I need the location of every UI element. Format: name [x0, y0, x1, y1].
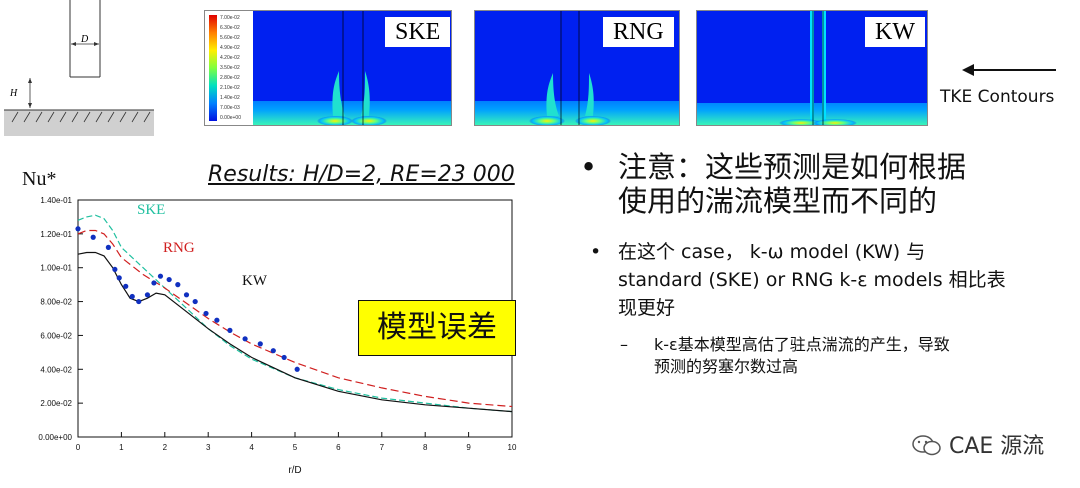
results-title: Results: H/D=2, RE=23 000	[208, 162, 515, 187]
contour-panel-rng: RNG	[474, 10, 680, 126]
contour-panel-ske: 7.00e-02 6.30e-02 5.60e-02 4.90e-02 4.20e-02…	[204, 10, 452, 126]
experiment-data-point	[129, 293, 135, 300]
colorbar-tick-label: 4.20e-02	[220, 55, 240, 61]
colorbar-tick-label: 3.50e-02	[220, 65, 240, 71]
experiment-data-point	[144, 292, 151, 298]
colorbar-tick-label: 2.80e-02	[220, 75, 240, 81]
y-axis-label: Nu*	[22, 168, 56, 190]
colorbar-tick-label: 4.90e-02	[220, 45, 240, 51]
x-tick-label: 4	[249, 443, 254, 452]
x-tick-label: 8	[423, 443, 428, 452]
x-axis-label: r/D	[288, 465, 301, 476]
subsub-bullet-line2: 预测的努塞尔数过高	[654, 357, 799, 376]
experiment-data-point	[257, 341, 263, 347]
y-tick-label: 1.00e-01	[40, 264, 72, 273]
subsub-bullet-marker: –	[620, 335, 628, 354]
x-tick-label: 2	[163, 443, 168, 452]
x-tick-label: 6	[336, 443, 341, 452]
y-tick-label: 8.00e-02	[40, 298, 72, 307]
experiment-data-point	[281, 354, 287, 361]
colorbar-legend: 7.00e-02 6.30e-02 5.60e-02 4.90e-02 4.20e-02…	[207, 13, 251, 123]
main-bullet-marker: •	[580, 150, 598, 184]
colorbar-tick-label: 5.60e-02	[220, 35, 240, 41]
experiment-data-point	[166, 276, 172, 283]
experiment-data-point	[242, 336, 248, 342]
experiment-data-point	[183, 292, 190, 298]
subsub-bullet-line1: k-ε基本模型高估了驻点湍流的产生，导致	[654, 335, 950, 354]
experiment-data-point	[203, 310, 209, 317]
schematic-h-label: H	[9, 88, 18, 99]
x-tick-label: 0	[76, 443, 81, 452]
watermark-text: CAE 源流	[949, 434, 1045, 459]
experiment-data-point	[294, 366, 300, 372]
experiment-data-point	[151, 280, 157, 286]
y-tick-label: 6.00e-02	[40, 331, 72, 340]
x-tick-label: 9	[466, 443, 471, 452]
main-bullet: • 注意：这些预测是如何根据 使用的湍流模型而不同的	[580, 150, 1060, 218]
main-bullet-line1: 注意：这些预测是如何根据	[618, 150, 967, 184]
colorbar-gradient	[209, 15, 217, 121]
subsub-bullet: – k-ε基本模型高估了驻点湍流的产生，导致 预测的努塞尔数过高	[620, 334, 1060, 378]
colorbar-tick-label: 2.10e-02	[220, 85, 240, 91]
schematic-d-label: D	[80, 34, 89, 45]
colorbar-tick-label: 7.00e-02	[220, 15, 240, 21]
model-error-box: 模型误差	[358, 300, 516, 356]
experiment-data-point	[214, 317, 220, 323]
experiment-data-point	[90, 234, 96, 240]
panel-label-rng: RNG	[603, 17, 674, 47]
experiment-data-point	[227, 327, 233, 333]
colorbar-tick-label: 0.00e+00	[220, 115, 241, 121]
experiment-data-point	[175, 282, 181, 288]
series-line-ske	[77, 214, 513, 413]
tke-contours-caption: TKE Contours	[940, 87, 1055, 107]
sub-bullet-marker: •	[590, 241, 602, 263]
colorbar-tick-label: 1.40e-02	[220, 95, 240, 101]
contour-panel-kw: KW	[696, 10, 928, 126]
series-annotation-kw: KW	[242, 273, 268, 289]
sub-bullet-line2: standard (SKE) or RNG k-ε models 相比表	[618, 269, 1006, 291]
experiment-data-point	[270, 348, 276, 354]
colorbar-tick-label: 7.00e-03	[220, 105, 240, 111]
x-tick-label: 5	[293, 443, 298, 452]
nusselt-chart: 0.00e+00 2.00e-02 4.00e-02 6.00e-02 8.00e-02…	[22, 168, 517, 476]
watermark: CAE 源流	[912, 428, 1044, 460]
experiment-data-point	[75, 226, 81, 232]
x-tick-label: 3	[206, 443, 211, 452]
jet-schematic: D H	[4, 0, 154, 136]
experiment-data-point	[136, 298, 142, 305]
series-line-kw	[77, 251, 513, 413]
x-tick-label: 10	[508, 443, 517, 452]
sub-bullet-line1: 在这个 case， k-ω model (KW) 与	[618, 241, 926, 263]
series-annotation-ske: SKE	[137, 202, 165, 218]
y-tick-label: 4.00e-02	[40, 365, 72, 374]
y-tick-label: 1.40e-01	[40, 196, 72, 205]
experiment-data-point	[123, 283, 129, 289]
colorbar-tick-label: 6.30e-02	[220, 25, 240, 31]
sub-bullet-line3: 现更好	[618, 297, 676, 319]
x-tick-label: 7	[380, 443, 385, 452]
wechat-icon	[912, 435, 941, 456]
x-tick-label: 1	[119, 443, 124, 452]
experiment-data-point	[192, 298, 198, 305]
experiment-data-point	[116, 275, 122, 281]
panel-label-ske: SKE	[385, 17, 451, 47]
experiment-data-point	[112, 266, 118, 273]
left-arrow-icon	[962, 64, 1056, 76]
y-tick-label: 1.20e-01	[40, 230, 72, 239]
y-tick-label: 0.00e+00	[38, 433, 72, 442]
panel-label-kw: KW	[865, 17, 925, 47]
series-annotation-rng: RNG	[163, 240, 195, 256]
sub-bullet: • 在这个 case， k-ω model (KW) 与 standard (S…	[590, 238, 1070, 322]
experiment-data-point	[105, 244, 111, 250]
main-bullet-line2: 使用的湍流模型而不同的	[618, 184, 938, 218]
y-tick-label: 2.00e-02	[40, 399, 72, 408]
experiment-data-point	[157, 273, 164, 279]
series-line-rng	[77, 229, 513, 408]
